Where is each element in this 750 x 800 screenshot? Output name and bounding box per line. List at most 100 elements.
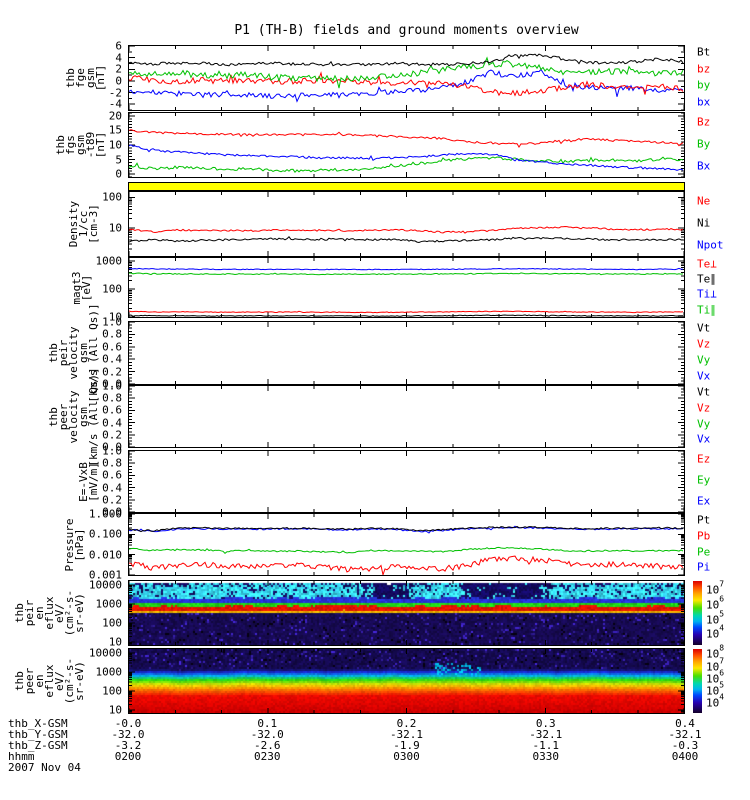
- legend-label-Bz: Bz: [697, 115, 711, 129]
- y-tick-label-fgs: 10: [108, 138, 122, 152]
- panel-efield: [128, 450, 685, 513]
- y-tick-label-fge: 0: [115, 74, 122, 88]
- footer-value-thbYGSM-0: -32.0: [111, 728, 145, 741]
- legend-label-Npot: Npot: [697, 238, 724, 252]
- y-tick-label-fge: 2: [115, 62, 122, 76]
- legend-label-Pb: Pb: [697, 529, 711, 543]
- footer-value-thbXGSM-0: -0.0: [114, 717, 142, 730]
- footer-value-thbYGSM-3: -32.1: [529, 728, 563, 741]
- y-tick-label-density: 100: [102, 190, 122, 204]
- legend-label-Vy: Vy: [697, 353, 711, 367]
- y-tick-label-magt3: 100: [102, 282, 122, 296]
- legend-label-Ni: Ni: [697, 216, 711, 230]
- y-tick-label-vel_peir: 0.0: [102, 377, 122, 391]
- colorbar-spec_peir: [693, 581, 702, 645]
- panel-magt3: [128, 257, 685, 318]
- footer-value-thbYGSM-4: -32.1: [668, 728, 702, 741]
- y-tick-label-fgs: 20: [108, 109, 122, 123]
- legend-label-Bt: Bt: [697, 45, 711, 59]
- footer-row-label-thb-Y-GSM: thb_Y-GSM: [8, 728, 68, 741]
- y-tick-label-efield: 0.0: [102, 505, 122, 519]
- y-tick-label-fge: -2: [108, 86, 122, 100]
- legend-label-bx: bx: [697, 95, 711, 109]
- y-tick-label-vel_peer: 0.6: [102, 403, 122, 417]
- y-tick-label-vel_peer: 1.0: [102, 379, 122, 393]
- panel-fgs: [128, 112, 685, 178]
- legend-label-Vy: Vy: [697, 417, 711, 431]
- plot-title: P1 (TH-B) fields and ground moments over…: [234, 23, 579, 38]
- legend-label-By: By: [697, 137, 711, 151]
- legend-label-Vz: Vz: [697, 337, 711, 351]
- y-tick-label-spec_peir: 10: [108, 635, 122, 649]
- y-tick-label-vel_peir: 1.0: [102, 315, 122, 329]
- colorbar-label-spec_peer-106: 106: [706, 668, 725, 686]
- legend-label-Vz: Vz: [697, 401, 711, 415]
- y-tick-label-efield: 0.2: [102, 493, 122, 507]
- legend-label-Ti: Ti∥: [697, 303, 716, 317]
- y-tick-label-vel_peir: 0.8: [102, 327, 122, 341]
- y-tick-label-fge: 4: [115, 51, 122, 65]
- footer-value-hhmm-0: 0200: [114, 750, 142, 763]
- y-tick-label-pressure: 0.010: [88, 548, 122, 562]
- footer-value-thbZGSM-4: -0.3: [671, 739, 699, 752]
- colorbar-label-spec_peer-107: 107: [706, 656, 725, 673]
- y-tick-label-vel_peer: 0.8: [102, 391, 122, 405]
- y-tick-label-spec_peir: 100: [102, 616, 122, 630]
- colorbar-label-spec_peir-104: 104: [706, 624, 725, 641]
- y-tick-label-magt3: 1000: [95, 254, 123, 268]
- y-tick-label-spec_peer: 10: [108, 703, 122, 717]
- footer-value-hhmm-2: 0300: [393, 750, 420, 763]
- y-tick-label-fge: 6: [115, 39, 122, 53]
- legend-label-Bx: Bx: [697, 159, 711, 173]
- footer-value-thbYGSM-2: -32.1: [389, 728, 424, 741]
- y-tick-label-vel_peer: 0.0: [102, 440, 122, 454]
- footer-value-thbZGSM-2: -1.9: [393, 739, 420, 752]
- legend-label-Ez: Ez: [697, 452, 711, 466]
- panel-fge: [128, 45, 685, 111]
- colorbar-label-spec_peir-106: 106: [706, 594, 725, 612]
- y-tick-label-spec_peir: 1000: [95, 597, 123, 611]
- y-tick-label-fgs: 0: [115, 167, 122, 181]
- panel-vel_peir: [128, 321, 685, 385]
- footer-row-label-thb-Z-GSM: thb_Z-GSM: [8, 739, 68, 752]
- footer-value-thbXGSM-1: 0.1: [257, 717, 278, 730]
- y-tick-label-density: 10: [108, 221, 122, 235]
- y-tick-label-vel_peer: 0.4: [102, 416, 122, 430]
- legend-label-by: by: [697, 78, 711, 92]
- y-tick-label-fgs: 5: [115, 153, 122, 167]
- panel-density: [128, 191, 685, 257]
- y-tick-label-spec_peer: 100: [102, 684, 122, 698]
- legend-label-Ne: Ne: [697, 194, 711, 208]
- y-tick-label-spec_peir: 10000: [88, 578, 122, 592]
- y-tick-label-efield: 0.8: [102, 456, 122, 470]
- y-tick-label-vel_peer: 0.2: [102, 428, 122, 442]
- footer-value-thbXGSM-4: 0.4: [675, 717, 695, 730]
- colorbar-label-spec_peir-107: 107: [706, 579, 725, 597]
- y-tick-label-spec_peer: 1000: [95, 665, 123, 679]
- footer-row-label-hhmm: hhmm: [8, 750, 35, 763]
- footer-value-thbXGSM-2: 0.2: [396, 717, 417, 730]
- panel-spec_peir: [128, 580, 685, 646]
- y-tick-label-vel_peir: 0.4: [102, 352, 122, 366]
- colorbar-label-spec_peer-104: 104: [706, 692, 725, 710]
- footer-row-label-thb-X-GSM: thb_X-GSM: [8, 717, 68, 730]
- y-tick-label-spec_peer: 10000: [88, 646, 122, 660]
- footer-value-thbZGSM-0: -3.2: [114, 739, 142, 752]
- spectrogram-spec_peer-canvas: [129, 649, 684, 713]
- footer-value-hhmm-4: 0400: [671, 750, 699, 763]
- y-tick-label-fge: -4: [108, 97, 122, 111]
- y-tick-label-vel_peir: 0.2: [102, 365, 122, 379]
- y-tick-label-pressure: 1.000: [88, 507, 122, 521]
- panel-vel_peer: [128, 385, 685, 448]
- panel-spec_peer: [128, 648, 685, 714]
- legend-label-Vx: Vx: [697, 432, 711, 446]
- legend-label-bz: bz: [697, 62, 711, 76]
- y-tick-label-magt3: 10: [108, 310, 122, 324]
- legend-label-Ex: Ex: [697, 494, 711, 508]
- spectrogram-spec_peir-canvas: [129, 581, 684, 645]
- colorbar-label-spec_peer-105: 105: [706, 680, 725, 698]
- y-tick-label-efield: 0.6: [102, 468, 122, 482]
- legend-label-Ey: Ey: [697, 473, 711, 487]
- legend-label-Vt: Vt: [697, 321, 711, 335]
